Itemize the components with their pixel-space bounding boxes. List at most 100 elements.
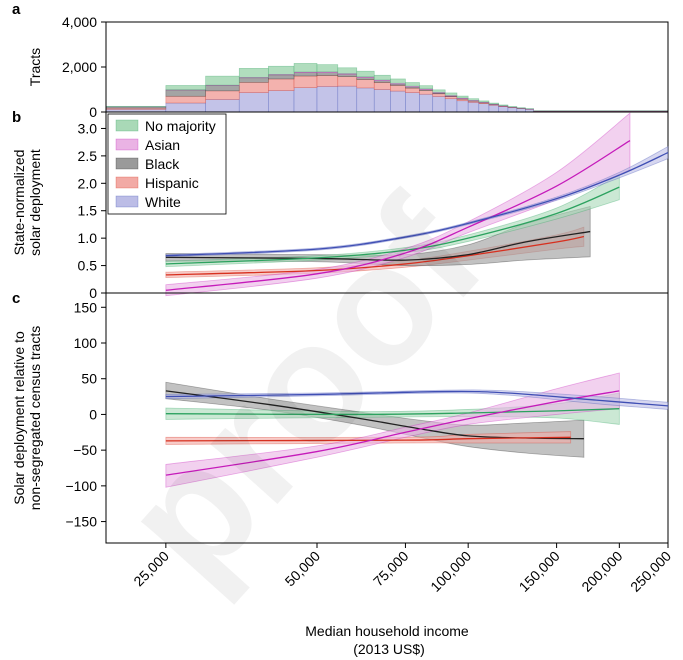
bar-white [419, 93, 434, 113]
bar-white [268, 90, 295, 113]
bar-no-majority [293, 63, 318, 73]
bar-white [373, 89, 391, 113]
panel-c-letter: c [12, 290, 20, 307]
bar-hispanic [405, 87, 420, 93]
panel-a-ytick-label: 4,000 [62, 14, 97, 30]
bar-no-majority [432, 89, 446, 93]
panel-b-line-no-majority [165, 186, 620, 265]
bar-no-majority [316, 64, 339, 73]
bar-hispanic [432, 93, 446, 97]
bar-no-majority [478, 100, 490, 103]
legend-label-white: White [145, 194, 181, 210]
legend-swatch-hispanic [115, 176, 139, 189]
bar-white [356, 87, 375, 113]
legend-swatch-no-majority [115, 119, 139, 132]
bar-white [467, 102, 480, 113]
panel-b-ylabel: solar deployment [27, 149, 43, 256]
bar-hispanic [356, 79, 375, 89]
panel-b-line-black [165, 230, 591, 261]
legend-swatch-black [115, 157, 139, 170]
bar-white [238, 92, 269, 113]
bar-white [516, 108, 526, 113]
bar-no-majority [268, 65, 295, 75]
bar-black [268, 74, 295, 80]
bar-white [293, 87, 318, 113]
panel-b-line-hispanic [165, 235, 585, 276]
panel-b-ylabel: State-normalized [11, 150, 27, 256]
panel-a-letter: a [12, 1, 21, 18]
panel-b-letter: b [12, 109, 21, 126]
panel-c-ytick-label: −150 [65, 514, 97, 530]
panel-a-ytick-label: 2,000 [62, 59, 97, 75]
x-tick-label: 100,000 [427, 548, 474, 595]
bar-no-majority [165, 85, 206, 91]
panel-a-ylabel: Tracts [27, 48, 43, 86]
panel-b-ytick-label: 3.0 [78, 120, 98, 136]
panel-b-line-white [165, 152, 669, 257]
panel-c-ytick-label: −50 [73, 442, 97, 458]
bar-hispanic [205, 90, 240, 100]
bar-no-majority [488, 102, 499, 105]
bar-hispanic [419, 90, 434, 95]
panel-b-ytick-label: 0.5 [78, 258, 98, 274]
bar-no-majority [337, 67, 358, 74]
panel-c-band-asian [165, 372, 620, 488]
bar-white [390, 90, 406, 113]
bar-white [507, 107, 518, 113]
bar-no-majority [205, 75, 240, 86]
panel-c-line-asian [165, 390, 620, 476]
panel-b-ytick-label: 2.5 [78, 148, 98, 164]
bar-white [405, 92, 420, 113]
bar-white [316, 86, 339, 113]
panel-c-ytick-label: 50 [81, 371, 97, 387]
bar-white [488, 104, 499, 113]
legend: No majority Asian Black Hispanic White [107, 113, 227, 215]
panel-b-ytick-label: 0 [89, 285, 97, 301]
bar-black [293, 72, 318, 77]
bar-white [444, 98, 458, 113]
panel-b-normalized-deployment: 0 0.5 1.0 1.5 2.0 2.5 3.0 b State-normalized sola… [11, 109, 669, 301]
bar-white [456, 100, 469, 113]
legend-swatch-asian [115, 138, 139, 151]
bar-black [238, 77, 269, 83]
legend-label-asian: Asian [145, 137, 180, 153]
bar-hispanic [373, 82, 391, 90]
bar-hispanic [390, 85, 406, 92]
panel-a-histogram: 0 2,000 4,000 a Tracts [12, 1, 669, 120]
bar-no-majority [238, 68, 269, 78]
bar-black [205, 85, 240, 92]
panel-c-ytick-label: 100 [74, 335, 98, 351]
x-tick-label: 75,000 [370, 548, 412, 590]
panel-c-ytick-label: −100 [65, 478, 97, 494]
bar-hispanic [268, 78, 295, 91]
bar-white [432, 96, 446, 113]
panel-c-line-white [165, 390, 669, 407]
bar-white [337, 85, 358, 113]
bar-no-majority [356, 70, 375, 78]
bar-no-majority [444, 92, 458, 96]
bar-white [165, 102, 206, 113]
panel-b-ytick-label: 2.0 [78, 175, 98, 191]
bar-black [165, 89, 206, 97]
bar-hispanic [337, 76, 358, 87]
bar-hispanic [316, 75, 339, 87]
bar-white [478, 103, 490, 113]
panel-c-line-no-majority [165, 408, 620, 416]
bar-black [316, 72, 339, 76]
bar-hispanic [165, 95, 206, 104]
bar-no-majority [498, 104, 509, 107]
panel-b-ytick-label: 1.5 [78, 203, 98, 219]
x-tick-label: 50,000 [282, 548, 324, 590]
bar-no-majority [373, 74, 391, 81]
bar-white [205, 99, 240, 113]
bar-hispanic [238, 82, 269, 93]
panel-c-ylabel: non-segregated census tracts [27, 326, 43, 510]
legend-label-black: Black [145, 156, 180, 172]
bar-hispanic [293, 75, 318, 88]
bar-black [356, 77, 375, 80]
bar-white [498, 106, 509, 113]
x-axis-label: (2013 US$) [353, 641, 425, 657]
bar-hispanic [444, 96, 458, 100]
x-tick-label: 200,000 [578, 548, 625, 595]
